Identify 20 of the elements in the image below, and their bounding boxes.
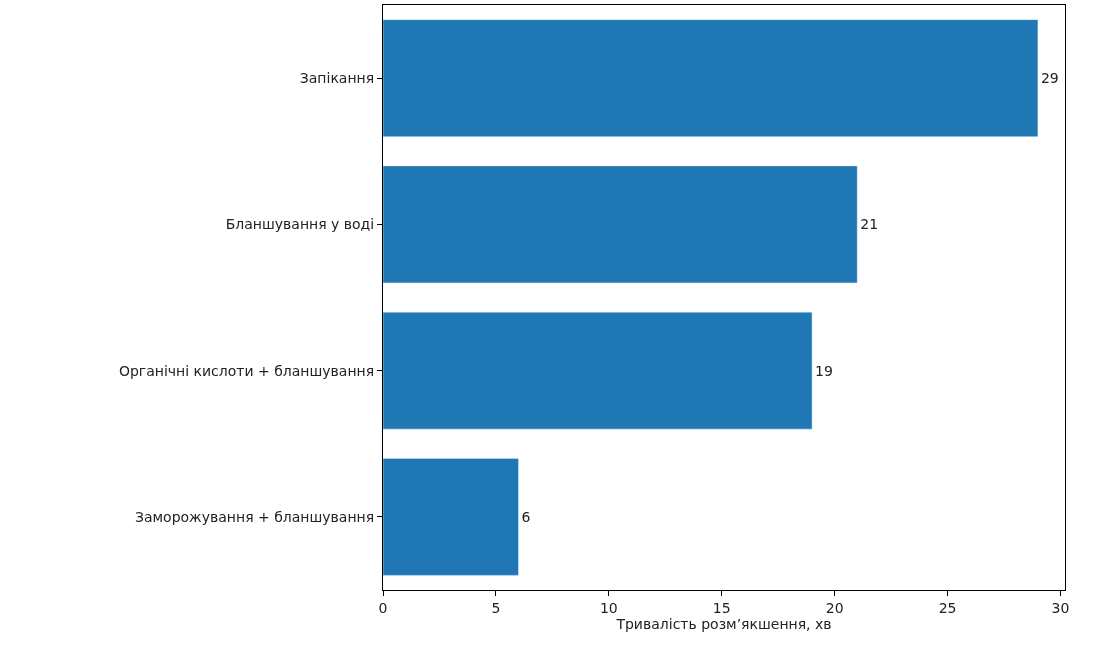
bar [383,458,519,576]
x-tick-label: 5 [491,599,501,616]
data-label: 6 [521,508,531,525]
x-tick-label: 25 [938,599,957,616]
x-tick-label: 0 [378,599,388,616]
y-tick-label: Бланшування у воді [225,216,375,233]
data-label: 19 [815,362,833,379]
x-tick-label: 20 [825,599,844,616]
bar [383,19,1039,137]
bar [383,311,813,430]
y-tick-label: Запікання [299,70,375,87]
y-tick-label: Заморожування + бланшування [135,508,375,525]
y-tick-label: Органічні кислоти + бланшування [118,362,375,379]
data-label: 21 [860,216,879,233]
bar [383,165,858,284]
x-tick-label: 10 [599,599,618,616]
data-label: 29 [1040,70,1059,87]
x-tick-label: 30 [1051,599,1070,616]
x-tick-label: 15 [712,599,731,616]
x-axis-title: Тривалість розм’якшення, хв [615,615,832,632]
